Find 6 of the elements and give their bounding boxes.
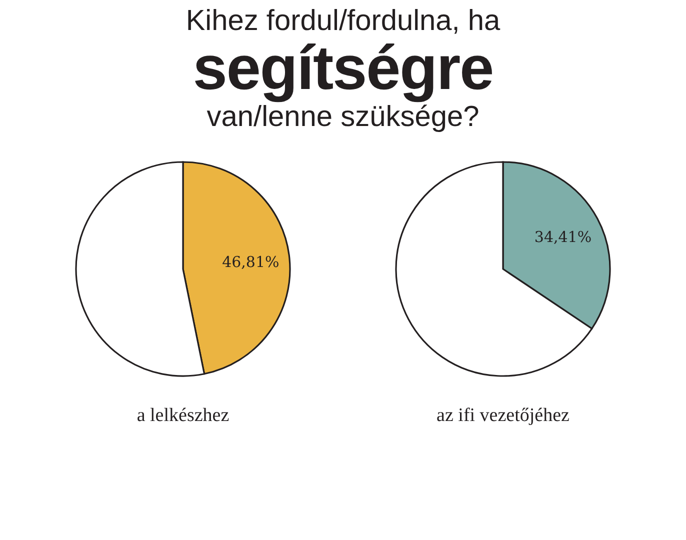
text: Kihez fordul/fordulna, ha [184,5,502,37]
text: a lelkészhez [136,404,230,426]
text: az ifi vezetőjéhez [436,404,570,426]
data-label: 34,41% [534,228,592,246]
data-label: 46,81% [222,253,280,272]
text: segítségre [192,34,494,104]
